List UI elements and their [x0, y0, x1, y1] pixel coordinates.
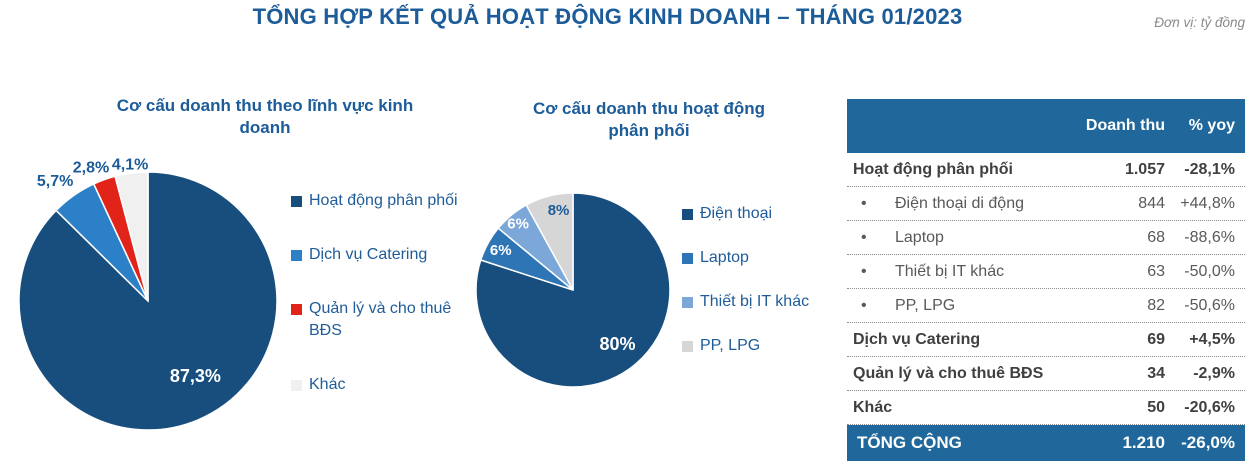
row-revenue: 50: [1147, 398, 1165, 416]
row-yoy: -88,6%: [1184, 228, 1235, 246]
legend-label: Hoạt động phân phối: [309, 192, 458, 209]
row-revenue: 63: [1147, 262, 1165, 280]
row-yoy: -50,6%: [1184, 296, 1235, 314]
table-row: Khác 50 -20,6%: [847, 391, 1245, 425]
row-label: • PP, LPG: [861, 296, 956, 314]
pie-slice-label: 6%: [490, 242, 512, 259]
total-yoy: -26,0%: [1181, 433, 1235, 452]
page-title: TỔNG HỢP KẾT QUẢ HOẠT ĐỘNG KINH DOANH – …: [252, 4, 963, 29]
legend-label: Quản lý và cho thuê BĐS: [309, 300, 452, 339]
table-row: • Thiết bị IT khác 63 -50,0%: [847, 255, 1245, 289]
pie-slice-label: 8%: [548, 202, 570, 219]
row-label: • Laptop: [861, 228, 944, 246]
row-revenue: 844: [1138, 194, 1165, 212]
row-revenue: 82: [1147, 296, 1165, 314]
bullet-icon: •: [861, 262, 867, 280]
table-total-row: TỔNG CỘNG 1.210 -26,0%: [847, 425, 1245, 461]
table-row: • Laptop 68 -88,6%: [847, 221, 1245, 255]
legend-color-swatch: [682, 297, 693, 308]
bullet-icon: •: [861, 194, 867, 212]
legend-color-swatch: [291, 196, 302, 207]
row-revenue: 68: [1147, 228, 1165, 246]
legend-item: Điện thoại: [682, 203, 862, 224]
legend-label: Dịch vụ Catering: [309, 246, 428, 263]
row-yoy: -20,6%: [1184, 398, 1235, 416]
pie-chart-revenue-by-segment: 87,3% 5,7%2,8% 4,1%: [18, 156, 278, 431]
legend-label: PP, LPG: [700, 337, 761, 354]
legend-item: Thiết bị IT khác: [682, 291, 862, 312]
bullet-icon: •: [861, 228, 867, 246]
legend-color-swatch: [682, 253, 693, 264]
pie-slice-label: 5,7%: [37, 173, 73, 190]
row-yoy: +4,5%: [1189, 330, 1235, 348]
legend-item: PP, LPG: [682, 335, 862, 356]
legend-color-swatch: [682, 341, 693, 352]
row-yoy: +44,8%: [1180, 194, 1235, 212]
pie-chart-2-title: Cơ cấu doanh thu hoạt động phân phối: [532, 99, 766, 140]
total-revenue: 1.210: [1122, 433, 1165, 452]
legend-item: Dịch vụ Catering: [291, 244, 463, 266]
row-yoy: -50,0%: [1184, 262, 1235, 280]
pie-slice-label: 87,3%: [170, 366, 221, 386]
row-label: • Điện thoại di động: [861, 194, 1024, 212]
row-revenue: 69: [1147, 330, 1165, 348]
pie-chart-1-legend: Hoạt động phân phối Dịch vụ Catering Quản …: [291, 190, 463, 428]
pie-slice-label: 80%: [599, 334, 635, 354]
pie-slice-label: 4,1%: [112, 156, 148, 173]
table-body: Hoạt động phân phối 1.057 -28,1% • Điện thoạ…: [847, 153, 1245, 425]
row-label: • Thiết bị IT khác: [861, 262, 1005, 280]
row-label: Dịch vụ Catering: [853, 330, 981, 348]
row-yoy: -28,1%: [1184, 160, 1235, 178]
table-header-yoy: % yoy: [1188, 117, 1235, 134]
pie-chart-2-legend: Điện thoại Laptop Thiết bị IT khác PP, LPG: [682, 203, 862, 379]
legend-label: Laptop: [700, 249, 749, 266]
total-label: TỔNG CỘNG: [857, 433, 962, 452]
table-row: Dịch vụ Catering 69 +4,5%: [847, 323, 1245, 357]
table-header-row: Doanh thu % yoy: [847, 99, 1245, 153]
legend-color-swatch: [291, 250, 302, 261]
row-label: Hoạt động phân phối: [853, 160, 1013, 178]
table-row: Hoạt động phân phối 1.057 -28,1%: [847, 153, 1245, 187]
row-label: Quản lý và cho thuê BĐS: [853, 364, 1044, 382]
table-row: • Điện thoại di động 844 +44,8%: [847, 187, 1245, 221]
pie-slice: [114, 171, 149, 302]
row-revenue: 34: [1147, 364, 1165, 382]
legend-item: Laptop: [682, 247, 862, 268]
table-row: Quản lý và cho thuê BĐS 34 -2,9%: [847, 357, 1245, 391]
legend-color-swatch: [291, 380, 302, 391]
legend-item: Quản lý và cho thuê BĐS: [291, 298, 463, 342]
legend-label: Thiết bị IT khác: [700, 293, 810, 310]
pie-chart-distribution-revenue: 80% 6% 6% 8%: [475, 192, 671, 388]
legend-label: Khác: [309, 376, 346, 393]
results-table: Doanh thu % yoy Hoạt động phân phối 1.057…: [847, 99, 1245, 461]
unit-note: Đơn vị: tỷ đồng: [1154, 15, 1245, 30]
legend-item: Hoạt động phân phối: [291, 190, 463, 212]
row-yoy: -2,9%: [1193, 364, 1235, 382]
legend-item: Khác: [291, 374, 463, 396]
legend-label: Điện thoại: [700, 205, 773, 222]
row-label: Khác: [853, 398, 893, 416]
pie-slice-label: 6%: [507, 216, 529, 233]
pie-slice: [525, 192, 574, 291]
pie-slice-label: 2,8%: [73, 160, 109, 177]
table-row: • PP, LPG 82 -50,6%: [847, 289, 1245, 323]
legend-color-swatch: [291, 304, 302, 315]
bullet-icon: •: [861, 296, 867, 314]
row-revenue: 1.057: [1124, 160, 1165, 178]
legend-color-swatch: [682, 209, 693, 220]
table-header-revenue: Doanh thu: [1085, 117, 1165, 134]
pie-chart-1-title: Cơ cấu doanh thu theo lĩnh vực kinh doan…: [116, 96, 414, 137]
